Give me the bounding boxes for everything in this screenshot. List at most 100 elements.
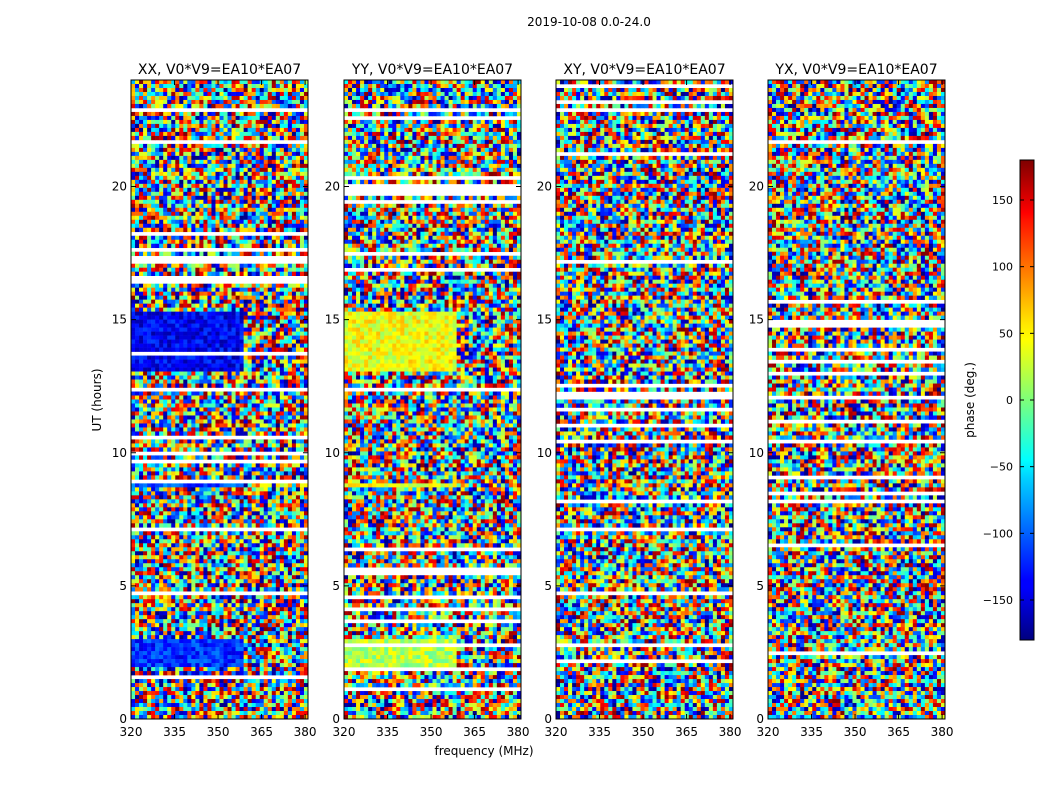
phase-cell	[248, 356, 252, 360]
phase-cell	[224, 555, 228, 559]
phase-cell	[195, 463, 199, 467]
phase-cell	[260, 567, 264, 571]
phase-cell	[276, 411, 280, 415]
phase-cell	[252, 360, 256, 364]
phase-cell	[207, 152, 211, 156]
phase-cell	[131, 220, 135, 224]
phase-cell	[167, 124, 171, 128]
phase-cell	[224, 244, 228, 248]
phase-cell	[292, 240, 296, 244]
phase-cell	[139, 92, 143, 96]
phase-cell	[215, 272, 219, 276]
phase-cell	[139, 268, 143, 272]
phase-cell	[248, 463, 252, 467]
phase-cell	[159, 324, 163, 328]
phase-cell	[248, 244, 252, 248]
phase-cell	[264, 483, 268, 487]
phase-cell	[163, 272, 167, 276]
phase-cell	[135, 308, 139, 312]
phase-cell	[135, 376, 139, 380]
phase-cell	[288, 212, 292, 216]
phase-cell	[256, 116, 260, 120]
phase-cell	[135, 144, 139, 148]
phase-cell	[248, 511, 252, 515]
phase-cell	[280, 563, 284, 567]
phase-cell	[292, 268, 296, 272]
phase-cell	[292, 96, 296, 100]
phase-cell	[155, 324, 159, 328]
phase-cell	[268, 104, 272, 108]
phase-cell	[183, 268, 187, 272]
phase-cell	[163, 296, 167, 300]
phase-cell	[147, 579, 151, 583]
phase-cell	[207, 92, 211, 96]
phase-cell	[268, 411, 272, 415]
phase-cell	[155, 356, 159, 360]
phase-cell	[163, 348, 167, 352]
phase-cell	[236, 431, 240, 435]
phase-cell	[159, 455, 163, 459]
phase-cell	[159, 499, 163, 503]
phase-cell	[215, 348, 219, 352]
phase-cell	[264, 364, 268, 368]
phase-cell	[179, 431, 183, 435]
phase-cell	[199, 487, 203, 491]
phase-cell	[151, 340, 155, 344]
phase-cell	[195, 427, 199, 431]
phase-cell	[215, 563, 219, 567]
phase-cell	[284, 92, 288, 96]
phase-cell	[215, 523, 219, 527]
phase-cell	[240, 511, 244, 515]
phase-cell	[220, 423, 224, 427]
phase-cell	[300, 204, 304, 208]
phase-cell	[155, 499, 159, 503]
phase-cell	[224, 583, 228, 587]
phase-cell	[199, 340, 203, 344]
phase-cell	[252, 196, 256, 200]
phase-cell	[264, 304, 268, 308]
phase-cell	[228, 415, 232, 419]
phase-cell	[280, 292, 284, 296]
phase-cell	[183, 164, 187, 168]
phase-cell	[276, 563, 280, 567]
phase-cell	[296, 320, 300, 324]
phase-cell	[179, 120, 183, 124]
phase-cell	[288, 188, 292, 192]
phase-cell	[300, 180, 304, 184]
phase-cell	[228, 535, 232, 539]
phase-cell	[272, 543, 276, 547]
phase-cell	[296, 531, 300, 535]
phase-cell	[175, 579, 179, 583]
phase-cell	[171, 467, 175, 471]
phase-cell	[187, 168, 191, 172]
phase-cell	[232, 236, 236, 240]
phase-cell	[207, 467, 211, 471]
phase-cell	[143, 380, 147, 384]
phase-cell	[195, 447, 199, 451]
phase-cell	[272, 495, 276, 499]
phase-cell	[199, 284, 203, 288]
phase-cell	[191, 555, 195, 559]
phase-cell	[151, 467, 155, 471]
phase-cell	[211, 423, 215, 427]
phase-cell	[240, 228, 244, 232]
phase-cell	[171, 324, 175, 328]
phase-cell	[288, 583, 292, 587]
phase-cell	[240, 423, 244, 427]
phase-cell	[252, 312, 256, 316]
phase-cell	[131, 120, 135, 124]
phase-cell	[147, 563, 151, 567]
phase-cell	[175, 336, 179, 340]
phase-cell	[195, 356, 199, 360]
phase-cell	[207, 575, 211, 579]
phase-cell	[171, 224, 175, 228]
phase-cell	[288, 380, 292, 384]
phase-cell	[159, 563, 163, 567]
phase-cell	[187, 407, 191, 411]
phase-cell	[171, 595, 175, 599]
phase-cell	[240, 483, 244, 487]
phase-cell	[191, 212, 195, 216]
phase-cell	[207, 176, 211, 180]
phase-cell	[244, 264, 248, 268]
phase-cell	[224, 192, 228, 196]
